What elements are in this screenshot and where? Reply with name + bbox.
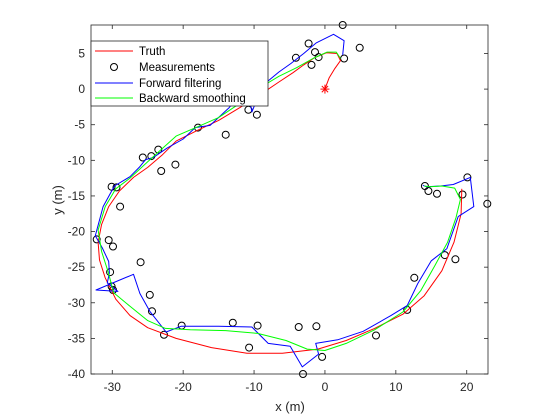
legend-label-measurements: Measurements <box>139 62 215 74</box>
measurement-point-18 <box>112 183 121 192</box>
measurement-point-16 <box>157 167 166 175</box>
y-tick-label: 5 <box>78 46 85 60</box>
measurement-point-3 <box>304 39 313 48</box>
x-tick-label: -20 <box>174 380 192 394</box>
x-tick-label: 20 <box>460 380 474 394</box>
y-tick-label: -40 <box>68 367 86 381</box>
measurement-point-10 <box>221 130 230 139</box>
measurement-point-40 <box>410 273 419 282</box>
start-marker-stroke <box>321 85 329 93</box>
measurement-point-36 <box>318 352 327 361</box>
legend-swatch-measurements <box>110 63 118 71</box>
measurement-point-47 <box>463 173 472 182</box>
measurement-point-14 <box>138 153 147 162</box>
measurement-point-15 <box>171 160 180 169</box>
x-tick-label: -10 <box>245 380 263 394</box>
y-axis-title: y (m) <box>50 185 65 215</box>
legend-entry-measurements: Measurements <box>110 62 215 74</box>
x-tick-label: -30 <box>104 380 122 394</box>
y-tick-label: -10 <box>68 153 86 167</box>
legend-label-truth: Truth <box>139 46 165 58</box>
measurement-point-42 <box>451 255 460 264</box>
y-tick-label: -20 <box>68 225 86 239</box>
legend-box <box>90 40 269 107</box>
start-marker <box>320 84 330 94</box>
legend: Truth Measurements Forward filtering Bac… <box>90 40 269 107</box>
measurement-point-9 <box>252 110 261 119</box>
measurement-point-48 <box>483 199 492 208</box>
series-line-truth <box>97 52 463 354</box>
legend-label-backward-smoothing: Backward smoothing <box>139 93 246 105</box>
x-axis-title: x (m) <box>275 399 305 414</box>
series-layer <box>92 21 492 378</box>
measurement-point-35 <box>312 322 321 331</box>
measurement-point-19 <box>116 202 125 211</box>
measurement-point-22 <box>109 242 117 251</box>
legend-entry-backward-smoothing: Backward smoothing <box>95 93 246 105</box>
y-tick-label: -25 <box>68 260 86 274</box>
measurement-point-23 <box>136 258 145 267</box>
legend-label-forward-filtering: Forward filtering <box>139 78 221 90</box>
measurement-point-2 <box>340 54 349 63</box>
measurement-point-46 <box>458 190 467 199</box>
measurement-point-6 <box>291 53 300 62</box>
y-tick-label: -5 <box>74 118 85 132</box>
y-tick-label: -30 <box>68 296 86 310</box>
measurement-point-44 <box>424 187 433 195</box>
legend-entry-truth: Truth <box>95 46 165 58</box>
measurement-point-34 <box>294 323 303 331</box>
measurement-point-33 <box>245 343 254 352</box>
measurement-point-7 <box>307 60 316 69</box>
y-tick-label: -15 <box>68 189 86 203</box>
measurement-point-27 <box>145 290 154 299</box>
measurement-point-32 <box>253 321 262 330</box>
measurement-point-1 <box>355 43 364 52</box>
measurement-point-38 <box>372 331 380 340</box>
y-tick-label: 0 <box>78 82 85 96</box>
x-tick-label: 10 <box>389 380 403 394</box>
measurement-point-21 <box>104 236 113 245</box>
axes-layer: -30 -20 -10 0 10 20 5 0 -5 -10 -15 -20 -25 -30 -35 -40 <box>68 24 489 394</box>
measurement-point-45 <box>433 189 441 198</box>
legend-entry-forward-filtering: Forward filtering <box>95 78 221 90</box>
measurement-point-24 <box>106 268 115 277</box>
axes-box <box>90 24 489 375</box>
x-tick-label: 0 <box>322 380 329 394</box>
measurement-point-20 <box>92 235 101 244</box>
y-tick-label: -35 <box>68 331 86 345</box>
